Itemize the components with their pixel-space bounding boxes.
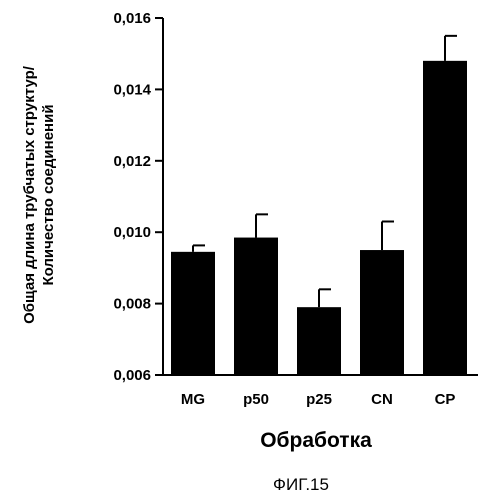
x-tick-label: MG (181, 391, 205, 408)
y-tick-label: 0,016 (113, 10, 151, 27)
y-tick-label: 0,010 (113, 224, 151, 241)
bar-cn (360, 250, 404, 375)
y-axis-label-line-1: Общая длина трубчатых структур/ (21, 65, 38, 324)
x-axis-label: Обработка (260, 429, 372, 452)
y-tick-label: 0,006 (113, 367, 151, 384)
x-tick-label: CN (371, 391, 393, 408)
figure-caption: ФИГ.15 (273, 475, 329, 494)
x-tick-label: CP (435, 391, 456, 408)
y-axis-label-line-2: Количество соединений (40, 104, 57, 285)
bar-cp (423, 61, 467, 375)
bar-p50 (234, 238, 278, 375)
x-tick-label: p25 (306, 391, 332, 408)
bar-p25 (297, 307, 341, 375)
y-tick-label: 0,014 (113, 81, 151, 98)
bar-mg (171, 252, 215, 375)
x-tick-label: p50 (243, 391, 269, 408)
x-axis-tick-labels: MG p50 p25 CN CP (181, 391, 456, 408)
y-tick-label: 0,012 (113, 153, 151, 170)
bars (171, 36, 467, 375)
y-tick-label: 0,008 (113, 296, 151, 313)
